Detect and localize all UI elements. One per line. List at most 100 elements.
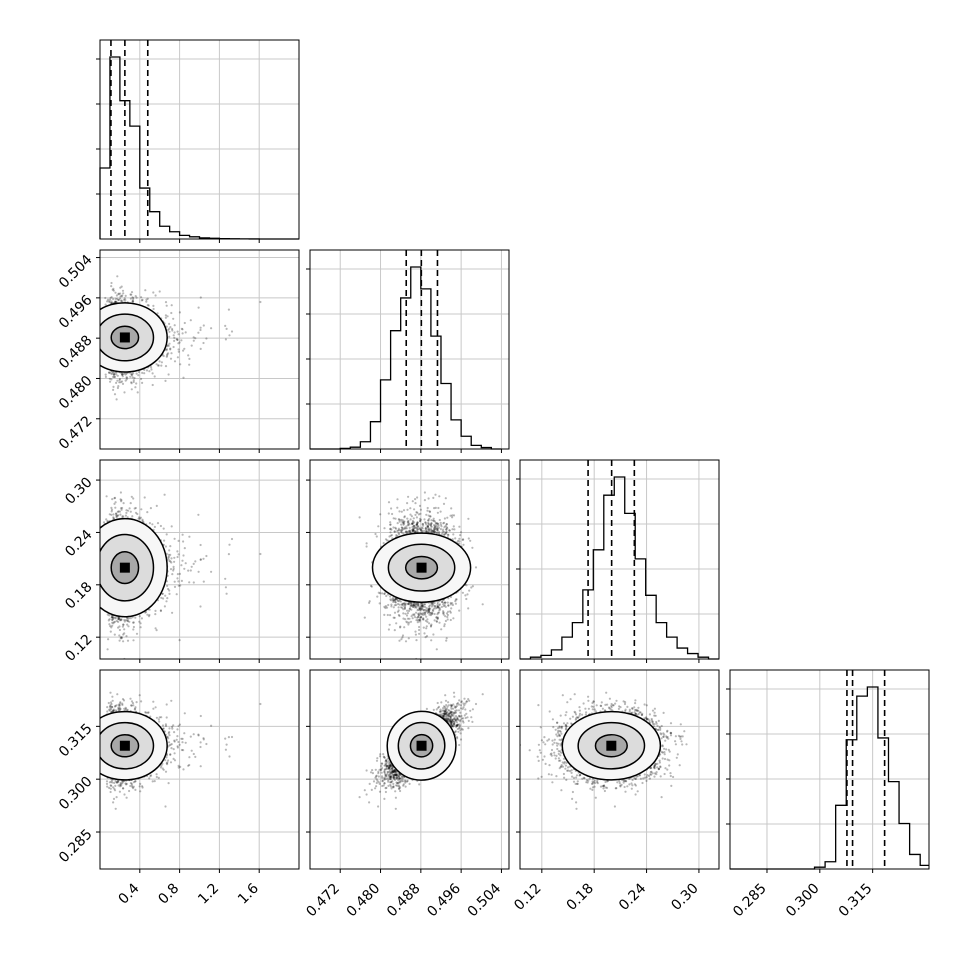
scatter-point (119, 381, 122, 384)
scatter-point (117, 298, 120, 302)
scatter-point (150, 366, 153, 369)
scatter-point (130, 373, 133, 376)
scatter-point (170, 352, 173, 355)
scatter-point (168, 335, 171, 338)
scatter-point (176, 338, 179, 341)
scatter-point (169, 326, 172, 329)
scatter-point (143, 372, 146, 375)
scatter-point (180, 339, 183, 342)
scatter-point (120, 299, 123, 302)
scatter-point (132, 379, 135, 382)
scatter-point (151, 383, 154, 387)
scatter-point (118, 381, 121, 384)
scatter-point (184, 331, 187, 334)
scatter-point (170, 304, 173, 307)
scatter-point (205, 337, 208, 340)
scatter-point (167, 344, 170, 347)
scatter-point (199, 558, 202, 562)
scatter-point (135, 372, 138, 375)
scatter-point (170, 311, 173, 315)
scatter-point (158, 360, 161, 363)
scatter-point (121, 382, 125, 385)
scatter-point (177, 348, 180, 351)
scatter-point (166, 353, 169, 356)
scatter-point (116, 374, 119, 377)
scatter-point (121, 294, 124, 297)
scatter-point (173, 324, 176, 327)
scatter-point (146, 613, 149, 616)
scatter-point (112, 287, 115, 290)
scatter-point (160, 364, 163, 367)
scatter-point (135, 296, 138, 299)
scatter-point (179, 363, 182, 366)
scatter-point (121, 375, 124, 378)
scatter-point (164, 379, 167, 382)
scatter-point (137, 374, 140, 377)
scatter-point (110, 301, 113, 305)
scatter-point (152, 291, 155, 294)
scatter-point (199, 347, 202, 350)
scatter-point (156, 312, 159, 315)
scatter-point (157, 364, 160, 367)
scatter-point (114, 297, 117, 300)
scatter-point (210, 327, 213, 330)
scatter-point (106, 519, 109, 523)
scatter-point (113, 375, 116, 379)
scatter-point (164, 301, 168, 304)
scatter-point (144, 289, 147, 292)
scatter-point (130, 291, 134, 294)
scatter-point (121, 373, 124, 376)
scatter-point (199, 296, 202, 299)
scatter-point (180, 327, 183, 330)
scatter-point (134, 295, 137, 298)
scatter-point (172, 345, 175, 349)
scatter-point (189, 319, 192, 322)
scatter-point (145, 369, 149, 372)
scatter-point (130, 381, 133, 384)
scatter-point (117, 385, 120, 388)
scatter-point (168, 342, 171, 345)
scatter-point (176, 338, 179, 341)
scatter-point (230, 330, 234, 333)
scatter-point (145, 298, 148, 301)
scatter-point (156, 364, 160, 367)
scatter-point (140, 299, 143, 302)
scatter-point (135, 382, 138, 385)
scatter-point (113, 502, 116, 505)
panel-frame (99, 39, 300, 240)
scatter-point (107, 300, 110, 303)
scatter-point (109, 380, 112, 383)
scatter-point (111, 288, 114, 291)
scatter-point (197, 331, 200, 334)
scatter-point (118, 377, 121, 381)
scatter-point (120, 299, 123, 302)
scatter-point (112, 373, 115, 376)
scatter-point (132, 372, 135, 375)
scatter-point (172, 334, 175, 337)
scatter-point (177, 342, 180, 345)
scatter-point (137, 370, 140, 374)
scatter-point (148, 370, 151, 373)
scatter-point (169, 348, 172, 351)
scatter-point (108, 298, 112, 301)
scatter-point (117, 298, 120, 301)
scatter-point (108, 377, 111, 380)
scatter-point (162, 597, 165, 600)
scatter-point (120, 285, 123, 288)
scatter-point (165, 304, 168, 307)
scatter-point (132, 298, 135, 301)
scatter-point (130, 293, 133, 296)
scatter-point (136, 512, 139, 516)
panel-frame (309, 249, 510, 450)
scatter-point (110, 285, 113, 288)
scatter-point (110, 513, 113, 517)
scatter-point (115, 294, 118, 297)
scatter-point (131, 300, 135, 303)
scatter-point (112, 371, 115, 375)
scatter-point (129, 297, 132, 300)
scatter-point (146, 297, 149, 300)
scatter-point (118, 379, 121, 382)
scatter-point (146, 304, 149, 307)
scatter-point (143, 368, 146, 371)
